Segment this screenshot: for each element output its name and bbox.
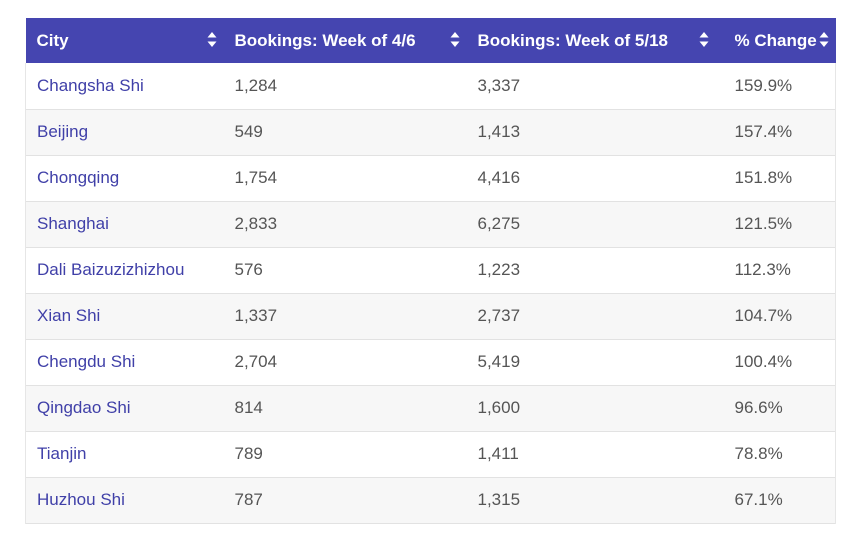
table-body: Changsha Shi 1,284 3,337 159.9% Beijing …: [25, 63, 836, 523]
table-row: Huzhou Shi 787 1,315 67.1%: [25, 477, 836, 523]
cell-city: Xian Shi: [25, 293, 224, 339]
cell-city: Chongqing: [25, 155, 224, 201]
column-header-week-5-18[interactable]: Bookings: Week of 5/18: [467, 18, 724, 63]
cell-percent-change: 96.6%: [723, 385, 836, 431]
bookings-table-container: City Bookings: Week of 4/6 Bookings: Wee…: [25, 18, 836, 524]
column-header-label: Bookings: Week of 4/6: [234, 30, 416, 50]
cell-percent-change: 121.5%: [723, 201, 836, 247]
cell-percent-change: 67.1%: [723, 477, 836, 523]
table-row: Dali Baizuzizhizhou 576 1,223 112.3%: [25, 247, 836, 293]
sort-icon[interactable]: [450, 31, 460, 48]
cell-percent-change: 151.8%: [723, 155, 836, 201]
table-row: Shanghai 2,833 6,275 121.5%: [25, 201, 836, 247]
cell-week2-bookings: 5,419: [477, 352, 521, 371]
table-row: Xian Shi 1,337 2,737 104.7%: [25, 293, 836, 339]
cell-percent-change: 100.4%: [723, 339, 836, 385]
cell-week1-bookings: 2,833: [234, 214, 278, 233]
cell-week1-bookings: 549: [234, 122, 263, 141]
cell-percent-change: 112.3%: [723, 247, 836, 293]
cell-week1-bookings: 576: [234, 260, 263, 279]
table-row: Qingdao Shi 814 1,600 96.6%: [25, 385, 836, 431]
cell-week1-bookings: 1,754: [234, 168, 278, 187]
cell-week2-bookings: 6,275: [477, 214, 521, 233]
sort-icon[interactable]: [699, 31, 709, 48]
table-row: Beijing 549 1,413 157.4%: [25, 109, 836, 155]
column-header-label: Bookings: Week of 5/18: [477, 30, 669, 50]
cell-week1-bookings: 789: [234, 444, 263, 463]
column-header-label: % Change: [734, 30, 817, 50]
cell-city: Huzhou Shi: [25, 477, 224, 523]
cell-city: Chengdu Shi: [25, 339, 224, 385]
cell-percent-change: 104.7%: [723, 293, 836, 339]
header-row: City Bookings: Week of 4/6 Bookings: Wee…: [25, 18, 836, 63]
column-header-percent-change[interactable]: % Change: [724, 18, 836, 63]
cell-week1-bookings: 787: [234, 490, 263, 509]
cell-week2-bookings: 1,223: [477, 260, 521, 279]
cell-city: Qingdao Shi: [25, 385, 224, 431]
table-row: Changsha Shi 1,284 3,337 159.9%: [25, 63, 836, 109]
cell-city: Dali Baizuzizhizhou: [25, 247, 224, 293]
table-row: Chongqing 1,754 4,416 151.8%: [25, 155, 836, 201]
cell-week2-bookings: 1,413: [477, 122, 521, 141]
table-row: Tianjin 789 1,411 78.8%: [25, 431, 836, 477]
cell-city: Tianjin: [25, 431, 224, 477]
cell-week1-bookings: 814: [234, 398, 263, 417]
cell-week2-bookings: 3,337: [477, 75, 521, 95]
cell-week1-bookings: 1,284: [234, 75, 278, 95]
sort-icon[interactable]: [207, 31, 217, 48]
cell-week2-bookings: 1,315: [477, 490, 521, 509]
cell-percent-change: 78.8%: [723, 431, 836, 477]
bookings-table: City Bookings: Week of 4/6 Bookings: Wee…: [25, 18, 836, 524]
cell-week2-bookings: 4,416: [477, 168, 521, 187]
cell-percent-change: 157.4%: [723, 109, 836, 155]
cell-week1-bookings: 1,337: [234, 306, 278, 325]
cell-city: Changsha Shi: [25, 63, 224, 109]
cell-week2-bookings: 1,411: [477, 444, 519, 463]
column-header-label: City: [36, 30, 69, 50]
table-header: City Bookings: Week of 4/6 Bookings: Wee…: [25, 18, 836, 63]
cell-week2-bookings: 1,600: [477, 398, 521, 417]
sort-icon[interactable]: [819, 31, 829, 48]
cell-week2-bookings: 2,737: [477, 306, 521, 325]
cell-percent-change: 159.9%: [723, 63, 836, 109]
cell-city: Beijing: [25, 109, 224, 155]
table-row: Chengdu Shi 2,704 5,419 100.4%: [25, 339, 836, 385]
column-header-city[interactable]: City: [26, 18, 224, 63]
cell-week1-bookings: 2,704: [234, 352, 278, 371]
cell-city: Shanghai: [25, 201, 224, 247]
column-header-week-4-6[interactable]: Bookings: Week of 4/6: [224, 18, 467, 63]
